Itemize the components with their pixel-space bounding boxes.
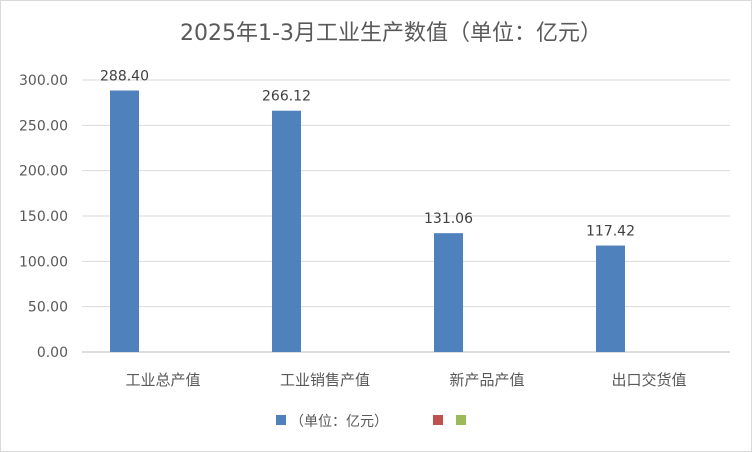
y-tick-label: 50.00 xyxy=(28,300,68,316)
data-label: 288.40 xyxy=(100,69,149,85)
bar xyxy=(596,245,625,352)
bar xyxy=(434,233,463,352)
chart-title: 2025年1-3月工业生产数值（单位：亿元） xyxy=(180,21,602,46)
data-label: 117.42 xyxy=(586,224,635,240)
y-tick-label: 250.00 xyxy=(19,118,68,134)
x-category-label: 工业销售产值 xyxy=(280,371,370,389)
y-tick-label: 300.00 xyxy=(19,73,68,89)
bar xyxy=(272,110,301,352)
legend-label: （单位：亿元） xyxy=(290,414,388,430)
x-category-label: 工业总产值 xyxy=(125,371,200,389)
legend-swatch xyxy=(456,415,466,425)
x-category-label: 出口交货值 xyxy=(611,371,686,389)
legend-swatch xyxy=(276,415,286,425)
legend-swatch xyxy=(433,415,443,425)
y-tick-label: 0.00 xyxy=(37,345,68,361)
data-label: 266.12 xyxy=(262,89,311,105)
x-category-label: 新产品产值 xyxy=(449,371,524,389)
y-tick-label: 150.00 xyxy=(19,209,68,225)
bar xyxy=(110,90,139,352)
y-tick-label: 100.00 xyxy=(19,254,68,270)
y-tick-label: 200.00 xyxy=(19,164,68,180)
data-label: 131.06 xyxy=(424,211,473,227)
